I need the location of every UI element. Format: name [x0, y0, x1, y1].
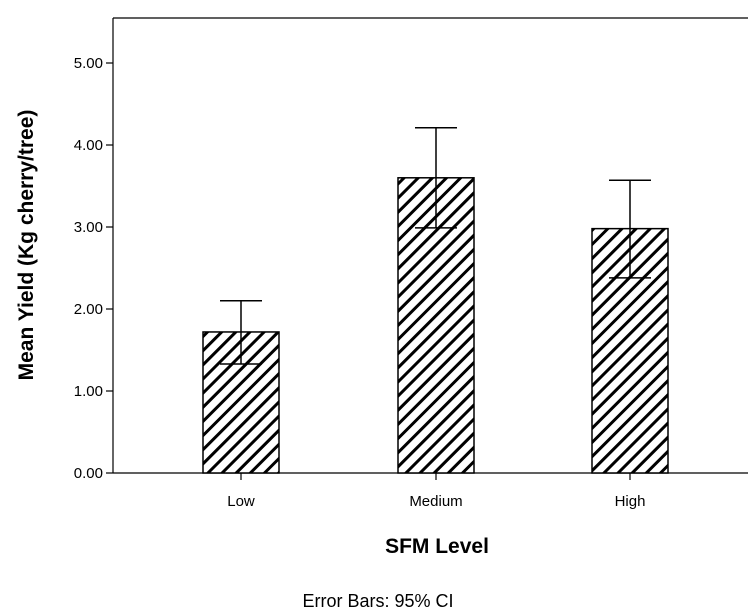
- y-tick-label: 1.00: [74, 383, 103, 400]
- x-tick-label-high: High: [615, 493, 646, 510]
- y-tick-label: 4.00: [74, 137, 103, 154]
- error-bars-footnote: Error Bars: 95% CI: [302, 591, 453, 611]
- x-axis-title: SFM Level: [385, 535, 489, 558]
- x-tick-label-medium: Medium: [409, 493, 462, 510]
- error-bars: [220, 127, 651, 365]
- y-axis-title: Mean Yield (Kg cherry/tree): [15, 110, 38, 381]
- y-tick-label: 0.00: [74, 465, 103, 482]
- y-tick-label: 3.00: [74, 219, 103, 236]
- y-axis-ticks: 0.00 1.00 2.00 3.00 4.00 5.00: [74, 55, 113, 482]
- x-axis-ticks: Low Medium High: [227, 473, 645, 510]
- y-tick-label: 5.00: [74, 55, 103, 72]
- y-tick-label: 2.00: [74, 301, 103, 318]
- x-tick-label-low: Low: [227, 493, 255, 510]
